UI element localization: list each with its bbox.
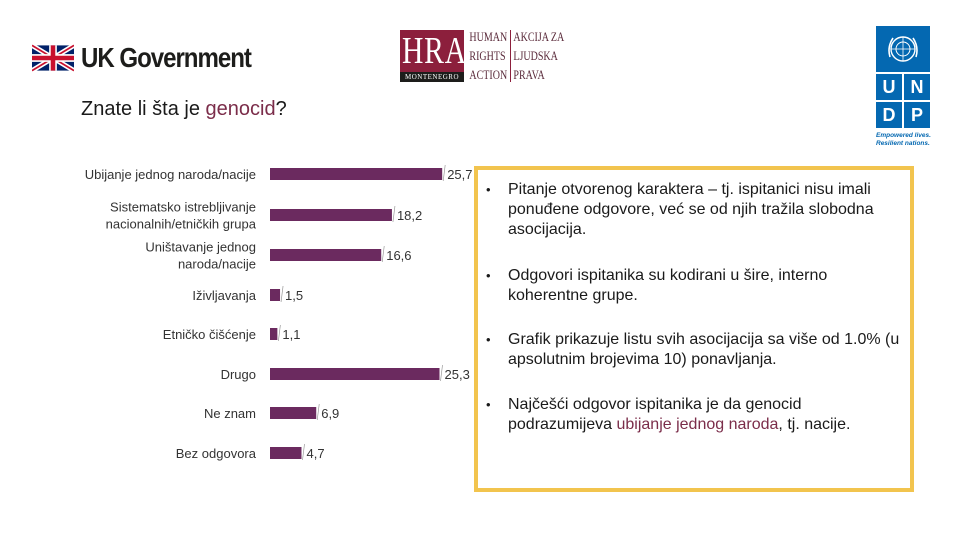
hra-emblem: HRA MONTENEGRO: [400, 30, 467, 82]
category-label: Iživljavanja: [192, 288, 256, 303]
info-bullet-3: • Grafik prikazuje listu svih asocijacij…: [486, 330, 904, 370]
info-bullet-text: Grafik prikazuje listu svih asocijacija …: [508, 331, 900, 368]
data-label: 4,7: [306, 446, 324, 461]
info-bullet-text-end: , tj. nacije.: [778, 416, 851, 433]
undp-tagline: Empowered lives. Resilient nations.: [876, 130, 932, 148]
category-label: nacionalnih/etničkih grupa: [106, 217, 257, 232]
bullet-icon: •: [486, 397, 491, 412]
info-bullet-2: • Odgovori ispitanika su kodirani u šire…: [486, 266, 904, 306]
bullet-icon: •: [486, 332, 491, 347]
category-label: Ne znam: [204, 406, 256, 421]
data-label-leader: [392, 205, 396, 223]
category-label: naroda/nacije: [178, 257, 256, 272]
info-bullet-text-start: Najčešći odgovor ispitanika je da genoci…: [508, 396, 802, 433]
title-suffix: ?: [275, 98, 287, 120]
bar: [270, 209, 392, 221]
data-label: 1,1: [282, 327, 300, 342]
data-label-leader: [442, 164, 446, 182]
data-label: 16,6: [386, 248, 411, 263]
uk-government-wordmark: UK Government: [81, 42, 252, 73]
hra-word: PRAVA: [513, 68, 545, 82]
info-bullet-4: • Najčešći odgovor ispitanika je da geno…: [486, 395, 904, 435]
hra-word: HUMAN: [469, 30, 508, 44]
info-bullet-text: Najčešći odgovor ispitanika je da genoci…: [508, 395, 904, 435]
hra-local-name: AKCIJA ZA LJUDSKA PRAVA: [511, 30, 567, 82]
hra-word: AKCIJA ZA: [513, 30, 565, 44]
title-prefix: Znate li šta je: [81, 98, 206, 120]
info-bullet-text: Pitanje otvorenog karaktera – tj. ispita…: [508, 181, 874, 238]
info-box: • Pitanje otvorenog karaktera – tj. ispi…: [474, 166, 914, 492]
category-label: Etničko čišćenje: [163, 327, 256, 342]
hra-word: LJUDSKA: [513, 49, 559, 63]
category-label: Bez odgovora: [176, 446, 257, 461]
page-title: Znate li šta je genocid?: [81, 98, 287, 121]
data-label-leader: [381, 245, 385, 263]
bar: [270, 289, 281, 301]
data-label: 1,5: [285, 288, 303, 303]
undp-letter: N: [904, 74, 930, 100]
info-bullet-text: Odgovori ispitanika su kodirani u šire, …: [508, 267, 828, 304]
undp-letter: D: [876, 102, 902, 128]
category-label: Uništavanje jednog: [145, 240, 256, 255]
data-label-leader: [302, 443, 305, 461]
data-label: 25,7: [447, 167, 472, 182]
undp-letter: U: [876, 74, 902, 100]
data-label-leader: [278, 324, 281, 342]
undp-tagline-line: Empowered lives.: [876, 132, 931, 139]
hra-word: RIGHTS: [469, 49, 506, 63]
category-label: Ubijanje jednog naroda/nacije: [85, 167, 256, 182]
un-emblem-icon: [876, 26, 930, 72]
undp-letter: P: [904, 102, 930, 128]
data-label-leader: [280, 285, 284, 303]
data-label: 25,3: [445, 367, 470, 382]
category-label: Sistematsko istrebljivanje: [110, 200, 256, 215]
hra-letters: HRA: [402, 30, 467, 72]
hra-divider: [510, 30, 512, 82]
bar-chart: 25,7 Ubijanje jednog naroda/nacije 18,2 Sis…: [85, 164, 473, 461]
union-jack-icon: [32, 43, 74, 73]
info-bullet-1: • Pitanje otvorenog karaktera – tj. ispi…: [486, 180, 904, 240]
title-accent: genocid: [205, 98, 276, 120]
hra-english-name: HUMAN RIGHTS ACTION: [467, 30, 510, 82]
data-label: 6,9: [321, 406, 339, 421]
data-label: 18,2: [397, 208, 422, 223]
bar: [270, 368, 440, 380]
hra-logo: HRA MONTENEGRO HUMAN RIGHTS ACTION AKCIJ…: [400, 30, 581, 82]
bar: [270, 447, 302, 459]
bullet-icon: •: [486, 182, 491, 197]
hra-word: ACTION: [469, 68, 508, 82]
undp-logo: U N D P Empowered lives. Resilient natio…: [876, 26, 932, 148]
undp-tagline-line: Resilient nations.: [876, 140, 930, 147]
category-label: Drugo: [221, 367, 256, 382]
bar: [270, 328, 278, 340]
bar: [270, 168, 443, 180]
uk-government-logo: UK Government: [32, 40, 279, 76]
bullet-icon: •: [486, 268, 491, 283]
hra-montenegro: MONTENEGRO: [400, 72, 464, 82]
data-label-leader: [440, 364, 443, 382]
data-label-leader: [316, 403, 320, 421]
bar: [270, 407, 317, 419]
info-bullet-highlight: ubijanje jednog naroda: [616, 416, 779, 433]
bar: [270, 249, 382, 261]
